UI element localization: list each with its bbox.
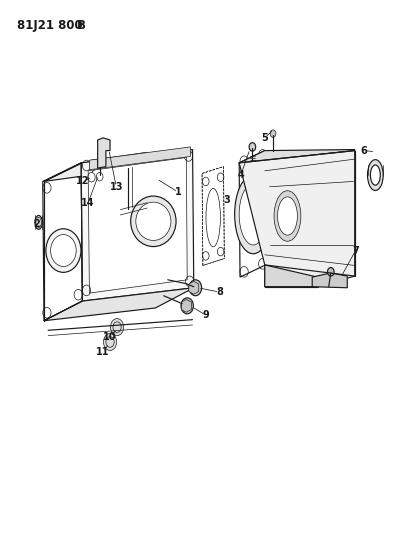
Circle shape bbox=[103, 334, 116, 351]
Ellipse shape bbox=[367, 160, 382, 190]
Ellipse shape bbox=[131, 196, 176, 247]
Polygon shape bbox=[97, 138, 110, 168]
Ellipse shape bbox=[46, 229, 81, 272]
Polygon shape bbox=[264, 265, 317, 287]
Text: 1: 1 bbox=[174, 187, 181, 197]
Polygon shape bbox=[311, 273, 347, 288]
Polygon shape bbox=[88, 158, 187, 293]
Ellipse shape bbox=[370, 165, 380, 185]
Text: 3: 3 bbox=[223, 195, 230, 205]
Ellipse shape bbox=[50, 235, 76, 266]
Ellipse shape bbox=[234, 175, 271, 254]
Polygon shape bbox=[81, 150, 193, 301]
Ellipse shape bbox=[239, 184, 267, 245]
Ellipse shape bbox=[135, 202, 171, 240]
Ellipse shape bbox=[273, 191, 300, 241]
Text: 12: 12 bbox=[76, 176, 89, 187]
Ellipse shape bbox=[35, 215, 42, 229]
Polygon shape bbox=[44, 288, 193, 321]
Polygon shape bbox=[44, 150, 192, 181]
Text: 81J21 800: 81J21 800 bbox=[17, 19, 83, 33]
Polygon shape bbox=[188, 281, 198, 294]
Text: 5: 5 bbox=[261, 133, 268, 143]
Circle shape bbox=[269, 130, 275, 138]
Ellipse shape bbox=[277, 197, 297, 235]
Polygon shape bbox=[202, 166, 224, 265]
Text: 6: 6 bbox=[360, 146, 366, 156]
Text: 10: 10 bbox=[103, 332, 116, 342]
Polygon shape bbox=[89, 147, 190, 169]
Circle shape bbox=[249, 143, 255, 151]
Polygon shape bbox=[239, 151, 265, 277]
Circle shape bbox=[180, 298, 193, 314]
Circle shape bbox=[189, 280, 201, 296]
Polygon shape bbox=[90, 152, 147, 174]
Polygon shape bbox=[239, 150, 354, 172]
Text: 7: 7 bbox=[351, 246, 358, 255]
Text: 9: 9 bbox=[202, 310, 209, 320]
Polygon shape bbox=[181, 300, 191, 312]
Ellipse shape bbox=[206, 188, 220, 247]
Circle shape bbox=[327, 268, 333, 276]
Text: 8: 8 bbox=[216, 287, 222, 297]
Text: 4: 4 bbox=[237, 170, 244, 180]
Text: 11: 11 bbox=[96, 346, 109, 357]
Text: 2: 2 bbox=[33, 219, 40, 229]
Polygon shape bbox=[43, 163, 82, 321]
Text: B: B bbox=[77, 19, 86, 33]
Circle shape bbox=[110, 319, 123, 336]
Text: 13: 13 bbox=[109, 182, 123, 192]
Polygon shape bbox=[239, 151, 354, 287]
Text: 14: 14 bbox=[81, 198, 95, 208]
